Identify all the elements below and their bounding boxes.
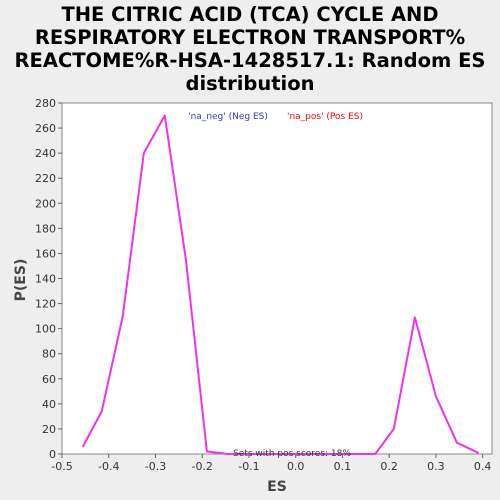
data-point xyxy=(185,258,187,261)
y-tick-label: 280 xyxy=(35,97,56,110)
chart-title: THE CITRIC ACID (TCA) CYCLE AND RESPIRAT… xyxy=(0,3,500,95)
y-tick-label: 180 xyxy=(35,222,56,235)
data-point xyxy=(164,114,166,117)
plot-area xyxy=(61,102,493,455)
x-axis-label: ES xyxy=(267,479,287,495)
data-point xyxy=(100,410,103,413)
y-axis-label: P(ES) xyxy=(13,259,29,302)
title-line-3: REACTOME%R-HSA-1428517.1: Random ES xyxy=(14,49,486,72)
y-tick-label: 220 xyxy=(35,172,56,185)
y-tick-label: 160 xyxy=(35,247,56,260)
data-point xyxy=(294,453,297,455)
data-point xyxy=(341,453,344,455)
data-point xyxy=(374,453,376,455)
y-tick-label: 20 xyxy=(42,423,56,436)
y-tick-label: 120 xyxy=(35,298,56,311)
x-tick-label: -0.4 xyxy=(98,460,119,473)
x-tick-label: 0.3 xyxy=(427,460,445,473)
x-tick-label: -0.1 xyxy=(238,460,259,473)
data-point xyxy=(121,315,124,317)
x-tick-label: -0.3 xyxy=(145,460,166,473)
y-tick-label: 240 xyxy=(35,147,56,160)
data-point xyxy=(82,445,84,448)
data-point xyxy=(414,316,416,319)
data-point xyxy=(393,428,395,430)
y-tick-label: 60 xyxy=(42,373,56,386)
annotation: Sets with pos scores: 18% xyxy=(233,449,351,459)
x-tick-label: 0.0 xyxy=(287,460,305,473)
y-tick-label: 260 xyxy=(35,122,56,135)
y-tick-label: 140 xyxy=(35,273,56,286)
title-line-4: distribution xyxy=(185,72,315,95)
data-point xyxy=(435,395,437,398)
data-point xyxy=(142,152,145,154)
legend-neg: 'na_neg' (Neg ES) xyxy=(188,112,268,122)
x-tick-label: 0.1 xyxy=(334,460,352,473)
y-tick-label: 100 xyxy=(35,323,56,336)
x-tick-label: 0.2 xyxy=(380,460,398,473)
y-tick-label: 40 xyxy=(42,398,56,411)
data-point xyxy=(477,451,479,454)
title-line-2: RESPIRATORY ELECTRON TRANSPORT% xyxy=(34,26,466,49)
series-group xyxy=(82,114,479,455)
x-tick-label: -0.2 xyxy=(191,460,212,473)
y-tick-label: 200 xyxy=(35,197,56,210)
legend-pos: 'na_pos' (Pos ES) xyxy=(287,112,363,122)
y-axis: 0 20 40 60 80 100 120 140 160 180 200 220 240 260 280 xyxy=(35,97,62,461)
x-tick-label: -0.5 xyxy=(51,460,72,473)
data-point xyxy=(227,453,229,455)
y-tick-label: 80 xyxy=(42,348,56,361)
data-point xyxy=(206,450,208,453)
data-point xyxy=(248,453,250,455)
y-tick-label: 0 xyxy=(49,448,56,461)
x-tick-label: 0.4 xyxy=(474,460,492,473)
title-line-1: THE CITRIC ACID (TCA) CYCLE AND xyxy=(61,3,439,26)
data-point xyxy=(456,441,458,444)
x-axis: -0.5 -0.4 -0.3 -0.2 -0.1 0.0 0.1 0.2 0.3 0.4 xyxy=(51,454,491,473)
